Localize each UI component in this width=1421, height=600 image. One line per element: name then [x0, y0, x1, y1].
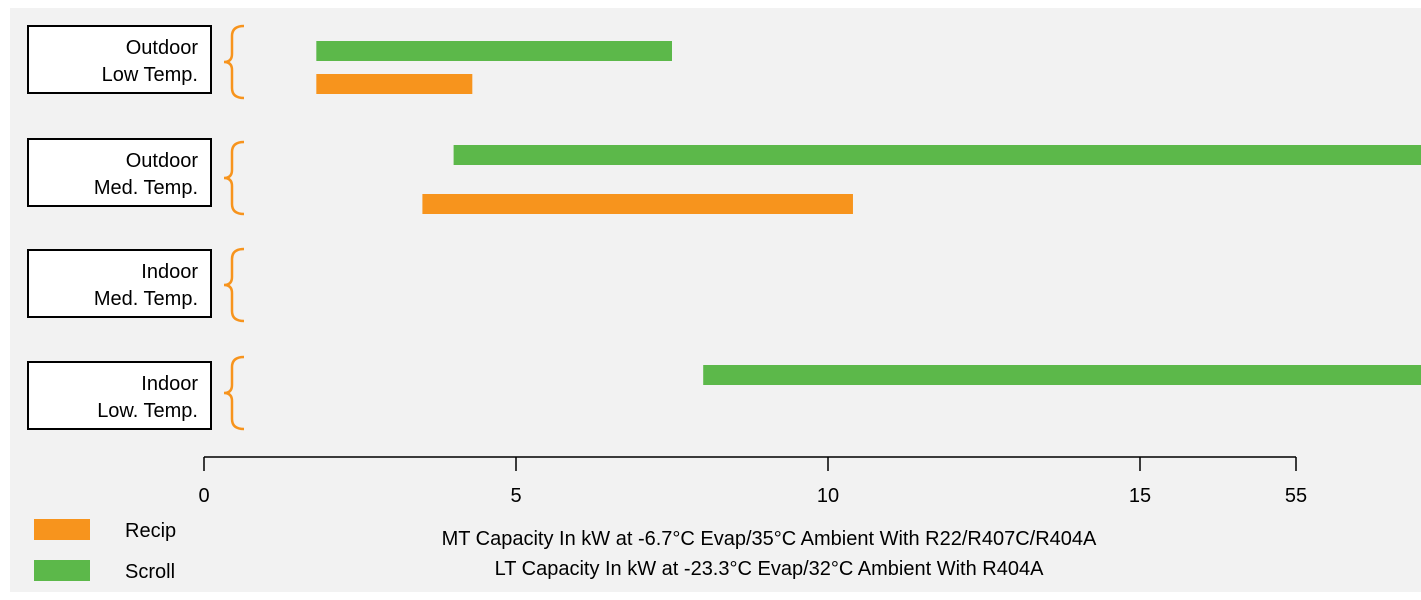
x-axis-title: MT Capacity In kW at -6.7°C Evap/35°C Am… — [442, 528, 1097, 580]
category-bracket — [223, 355, 245, 431]
category-labels: Outdoor Low Temp. Outdoor Med. Temp. Indoor M… — [27, 25, 212, 430]
bar-recip — [422, 194, 853, 214]
x-tick-label: 15 — [1129, 485, 1151, 507]
range-bars — [316, 41, 1421, 385]
bar-scroll — [316, 41, 672, 61]
x-axis: 05101520253055 — [198, 456, 1307, 507]
bar-scroll — [703, 365, 1421, 385]
category-bracket — [223, 247, 245, 323]
x-tick-label: 0 — [198, 485, 209, 507]
category-label-box — [27, 361, 212, 430]
category-bracket — [223, 24, 245, 100]
legend-label-scroll: Scroll — [125, 561, 175, 583]
category-label-line: Outdoor — [126, 37, 199, 59]
category-label-line: Med. Temp. — [94, 288, 198, 310]
plot-background — [10, 8, 1421, 592]
bar-scroll — [453, 145, 1421, 165]
category-label-line: Indoor — [141, 373, 198, 395]
legend-swatch-recip — [34, 519, 90, 540]
x-tick-label: 5 — [510, 485, 521, 507]
legend-swatch-scroll — [34, 560, 90, 581]
legend-label-recip: Recip — [125, 520, 176, 542]
x-tick-label: 55 — [1285, 485, 1307, 507]
category-brackets — [223, 24, 245, 431]
category-label-line: Indoor — [141, 261, 198, 283]
x-tick-label: 10 — [817, 485, 839, 507]
legend: Recip Scroll — [34, 519, 176, 583]
x-axis-title-line: MT Capacity In kW at -6.7°C Evap/35°C Am… — [442, 528, 1097, 550]
category-label-line: Low. Temp. — [97, 400, 198, 422]
category-label-line: Outdoor — [126, 150, 199, 172]
bar-recip — [316, 74, 473, 94]
category-label-box — [27, 249, 212, 318]
category-label-line: Low Temp. — [102, 64, 198, 86]
category-label-box — [27, 25, 212, 94]
category-bracket — [223, 140, 245, 216]
category-label-box — [27, 138, 212, 207]
category-label-line: Med. Temp. — [94, 177, 198, 199]
x-axis-title-line: LT Capacity In kW at -23.3°C Evap/32°C A… — [495, 558, 1044, 580]
